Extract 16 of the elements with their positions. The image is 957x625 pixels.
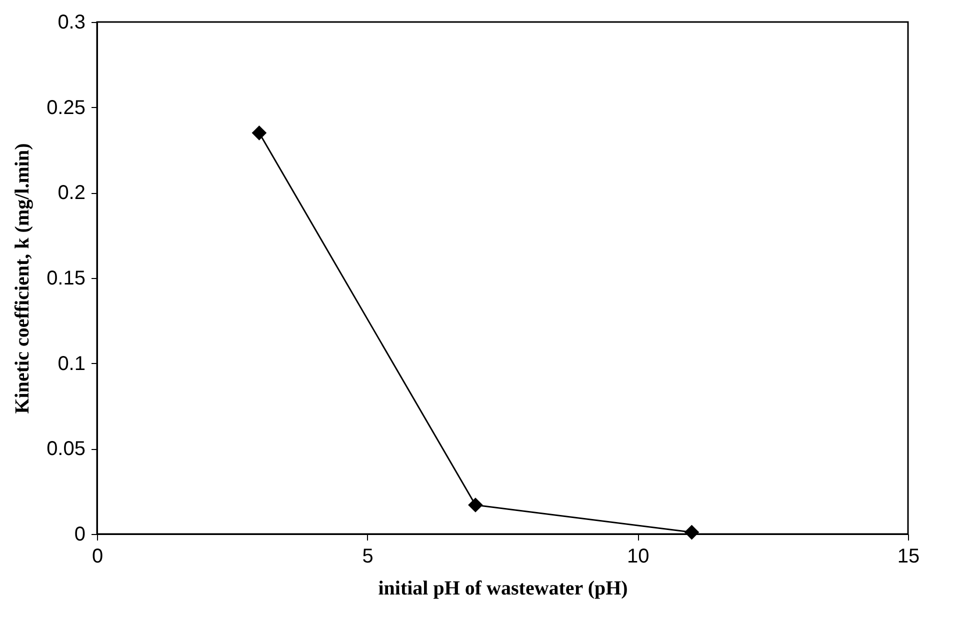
y-tick-label: 0.05	[46, 438, 86, 460]
y-tick-label: 0.25	[46, 96, 86, 119]
y-tick-label: 0.3	[58, 12, 86, 34]
y-axis-title: Kinetic coefficient, k (mg/l.min)	[12, 143, 34, 414]
y-tick-label: 0	[74, 524, 86, 546]
x-tick-label: 10	[627, 546, 650, 568]
x-tick-label: 15	[897, 546, 920, 568]
y-tick-label: 0.15	[46, 268, 86, 290]
x-axis-title: initial pH of wastewater (pH)	[378, 578, 628, 600]
y-tick-label: 0.1	[58, 352, 86, 375]
point	[252, 126, 267, 140]
x-tick-label: 5	[362, 546, 374, 568]
point	[468, 498, 483, 512]
point	[684, 524, 700, 540]
x-tick-label: 0	[92, 546, 104, 568]
y-tick-label: 0.2	[58, 182, 86, 204]
